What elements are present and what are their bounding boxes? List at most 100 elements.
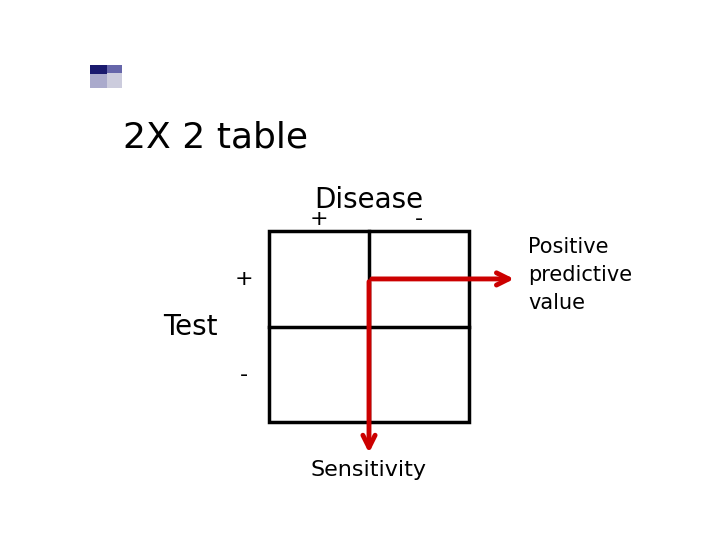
Bar — [90, 65, 93, 87]
Bar — [91, 65, 94, 87]
Bar — [91, 65, 94, 87]
Bar — [90, 65, 93, 87]
Bar — [91, 65, 93, 87]
Bar — [90, 65, 93, 87]
Bar — [91, 65, 94, 87]
Bar — [91, 65, 94, 87]
Bar — [91, 65, 94, 87]
Bar — [90, 65, 93, 87]
Bar — [91, 65, 94, 87]
Bar — [90, 65, 93, 87]
Bar — [91, 65, 94, 87]
Bar — [91, 65, 94, 87]
Text: Disease: Disease — [315, 186, 423, 214]
Bar — [90, 65, 107, 74]
Bar — [91, 65, 94, 87]
Bar — [91, 65, 94, 87]
Bar — [91, 65, 94, 87]
Bar — [92, 65, 94, 87]
Bar — [91, 65, 93, 87]
Bar — [91, 65, 93, 87]
Bar — [91, 65, 94, 87]
Bar — [91, 65, 93, 87]
Bar — [90, 65, 93, 87]
Bar — [91, 65, 94, 87]
Bar — [91, 65, 94, 87]
Bar — [90, 65, 93, 87]
Bar — [91, 65, 94, 87]
Bar — [107, 73, 122, 87]
Bar — [90, 65, 93, 87]
Bar — [91, 65, 94, 87]
Bar — [91, 65, 94, 87]
Bar — [90, 65, 93, 87]
Bar — [91, 65, 94, 87]
Bar — [91, 65, 93, 87]
Bar — [91, 65, 94, 87]
Bar — [91, 65, 94, 87]
Bar — [91, 65, 94, 87]
Bar — [92, 65, 94, 87]
Bar — [91, 65, 94, 87]
Bar — [91, 65, 93, 87]
Bar — [91, 65, 93, 87]
Bar — [91, 65, 93, 87]
Bar — [91, 65, 94, 87]
Bar — [91, 65, 94, 87]
Bar — [91, 65, 94, 87]
Bar — [90, 65, 92, 87]
Bar — [91, 65, 94, 87]
Bar — [91, 65, 94, 87]
Bar — [92, 65, 94, 87]
Bar — [91, 65, 93, 87]
Bar — [91, 65, 94, 87]
Bar — [90, 65, 93, 87]
Bar — [91, 65, 94, 87]
Bar — [91, 65, 93, 87]
Bar — [90, 65, 92, 87]
Bar — [91, 65, 94, 87]
Bar — [91, 65, 94, 87]
Bar — [90, 65, 93, 87]
Bar — [91, 65, 93, 87]
Bar — [91, 65, 94, 87]
Bar — [91, 65, 94, 87]
Bar — [91, 65, 94, 87]
Bar — [91, 65, 94, 87]
Bar — [91, 65, 94, 87]
Bar — [91, 65, 94, 87]
Bar — [91, 65, 93, 87]
Bar — [91, 65, 94, 87]
Bar — [91, 65, 94, 87]
Bar — [91, 65, 94, 87]
Bar — [91, 65, 94, 87]
Bar — [91, 65, 93, 87]
Bar — [91, 65, 94, 87]
Bar — [91, 65, 93, 87]
Bar — [91, 65, 94, 87]
Bar — [90, 65, 93, 87]
Bar — [91, 65, 93, 87]
Bar — [91, 65, 94, 87]
Bar — [91, 65, 94, 87]
Text: Positive
predictive
value: Positive predictive value — [528, 237, 632, 313]
Text: Sensitivity: Sensitivity — [311, 460, 427, 480]
Bar — [90, 65, 93, 87]
Bar — [91, 65, 94, 87]
Bar — [91, 65, 93, 87]
Bar — [90, 65, 92, 87]
Bar — [91, 65, 94, 87]
Bar — [90, 65, 92, 87]
Bar — [91, 65, 94, 87]
Bar — [91, 65, 93, 87]
Bar — [91, 65, 93, 87]
Bar — [91, 65, 94, 87]
Bar — [91, 65, 94, 87]
Bar — [91, 65, 94, 87]
Bar — [91, 65, 94, 87]
Bar — [91, 65, 94, 87]
Bar — [91, 65, 94, 87]
Bar — [91, 65, 94, 87]
Bar — [91, 65, 94, 87]
Bar — [91, 65, 93, 87]
